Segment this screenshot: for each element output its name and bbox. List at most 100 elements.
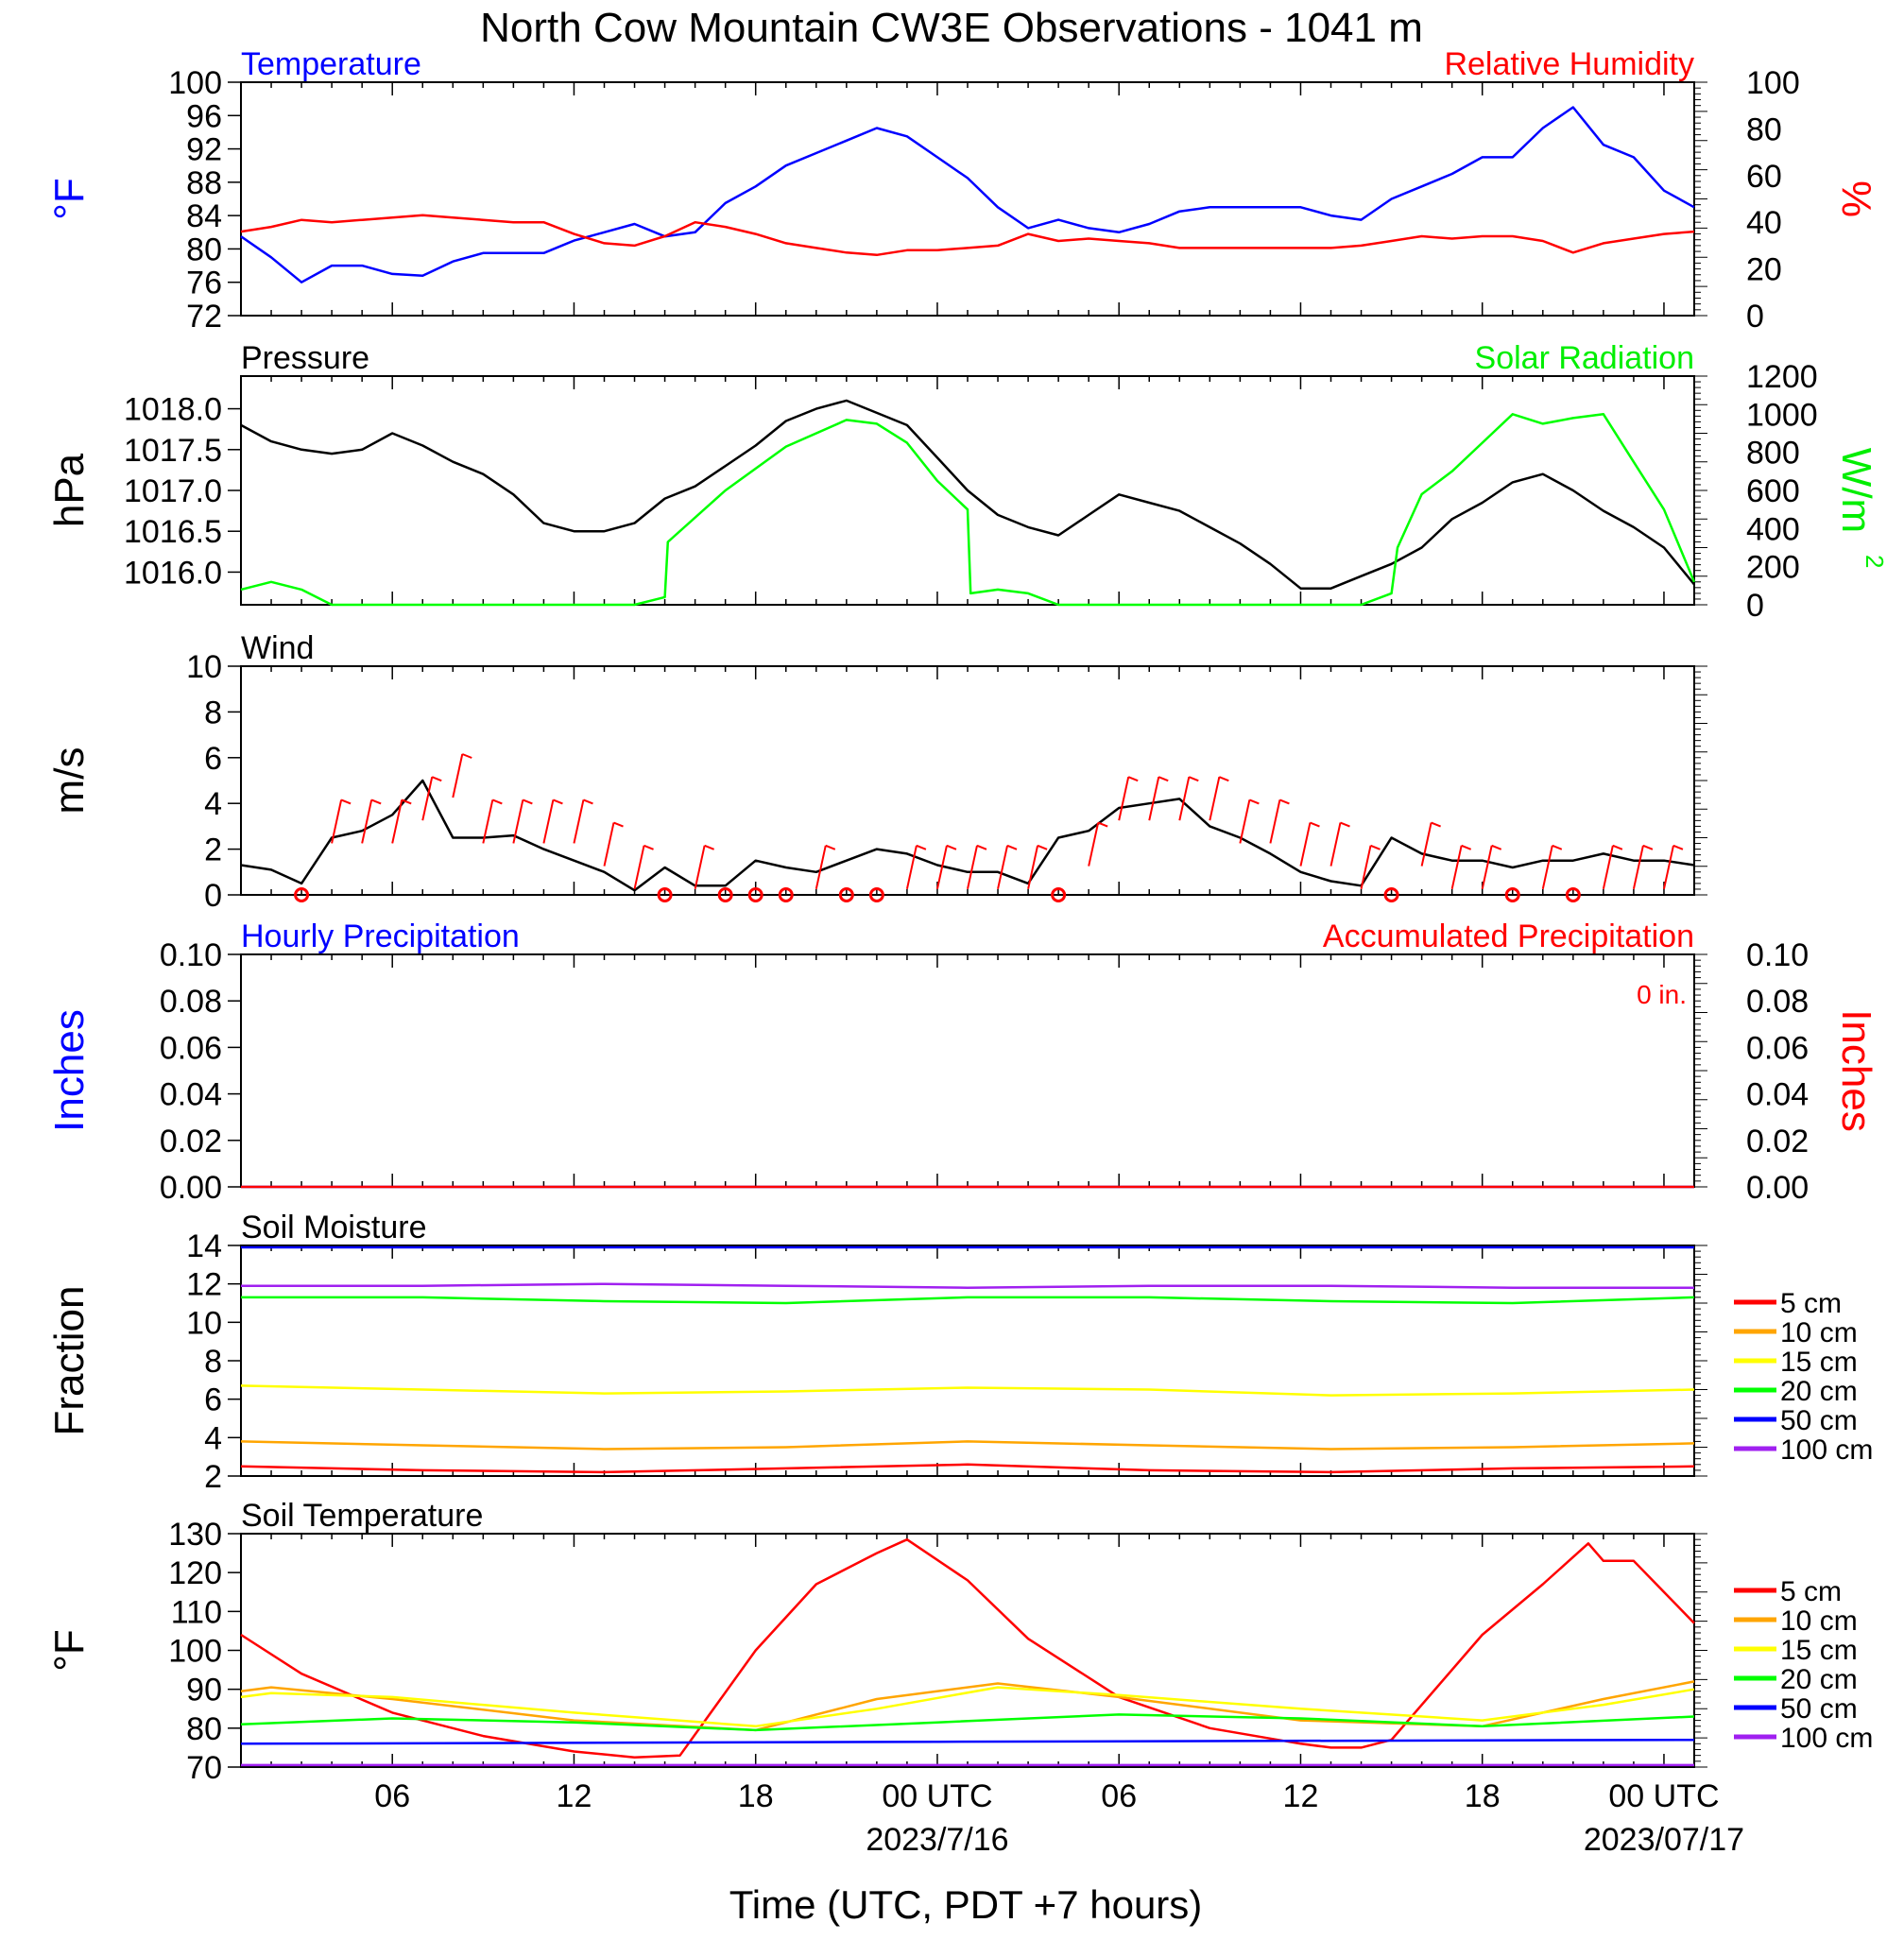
wind-barb-flag	[553, 798, 563, 805]
legend-label: 20 cm	[1780, 1664, 1858, 1695]
wind-barb	[967, 845, 978, 890]
panel-title-left: Pressure	[241, 340, 369, 376]
legend-label: 15 cm	[1780, 1635, 1858, 1666]
y-tick-label: 10	[186, 649, 222, 685]
y2-tick-label: 1200	[1746, 359, 1818, 395]
y-tick-label: 100	[168, 65, 222, 101]
y-tick-label: 80	[186, 232, 222, 267]
wind-barb-flag	[370, 798, 382, 805]
panel-pressure_solar: 1018.0 1017.5 1017.0 1016.5 1016.0 1200100080…	[46, 340, 1889, 624]
y-tick-label: 90	[186, 1673, 222, 1708]
wind-barb	[421, 776, 434, 821]
calm-wind-marker	[1504, 887, 1520, 902]
legend-label: 5 cm	[1780, 1288, 1842, 1319]
panel-title-left: Soil Moisture	[241, 1210, 427, 1245]
y-axis-label: hPa	[46, 453, 93, 527]
y2-tick-label: 100	[1746, 65, 1800, 101]
series-line-50-cm	[240, 1738, 1695, 1745]
y-tick-label: 120	[168, 1555, 222, 1591]
wind-barb	[1541, 845, 1553, 890]
wind-barb-flag	[1370, 844, 1381, 850]
wind-barb	[1178, 776, 1191, 821]
wind-barb	[542, 799, 555, 844]
y-tick-label: 84	[186, 198, 222, 234]
y2-tick-label: 0.10	[1746, 937, 1809, 973]
legend-label: 15 cm	[1780, 1347, 1858, 1378]
wind-barb-flag	[1127, 776, 1139, 782]
series-line-temperature	[240, 106, 1695, 283]
legend-label: 20 cm	[1780, 1376, 1858, 1407]
x-tick-label: 18	[1465, 1778, 1501, 1814]
y2-tick-label: 0.00	[1746, 1170, 1809, 1206]
y2-tick-label: 0.04	[1746, 1077, 1809, 1113]
wind-barb	[1239, 799, 1251, 844]
wind-barb	[815, 845, 827, 890]
wind-barb-flag	[491, 798, 503, 805]
wind-barb	[1360, 845, 1372, 890]
y2-axis-label-superscript: 2	[1861, 555, 1889, 568]
wind-barb-flag	[704, 844, 714, 850]
wind-barb-flag	[946, 844, 957, 850]
x-tick-label: 06	[374, 1778, 410, 1814]
wind-barb-flag	[1310, 821, 1320, 828]
panel-precipitation: 0.10 0.08 0.06 0.04 0.02 0.00 0.10 0.08 0.06 0.04…	[46, 918, 1879, 1206]
wind-barb-flag	[1158, 776, 1169, 782]
panel-title-left: Soil Temperature	[241, 1498, 483, 1534]
y-tick-label: 70	[186, 1750, 222, 1786]
wind-barb	[1027, 845, 1039, 890]
wind-barb-flag	[431, 776, 442, 782]
y-tick-label: 14	[186, 1228, 222, 1264]
plot-frame	[240, 81, 1695, 317]
wind-barb-flag	[1642, 844, 1654, 850]
y-tick-label: 4	[204, 786, 222, 822]
series-line-solar-radiation	[240, 413, 1696, 607]
wind-barb-flag	[1037, 844, 1048, 850]
wind-barb-flag	[1431, 821, 1441, 828]
wind-barb-flag	[825, 844, 836, 850]
calm-wind-marker	[778, 887, 794, 902]
y2-tick-label: 0.02	[1746, 1124, 1809, 1159]
series-line-20-cm	[241, 1296, 1695, 1305]
plot-frame	[240, 953, 1695, 1188]
y-tick-label: 0.10	[160, 937, 222, 973]
series-line-5-cm	[240, 1463, 1695, 1474]
panel-title-right: Accumulated Precipitation	[1323, 918, 1694, 954]
y-tick-label: 88	[186, 165, 222, 201]
wind-barb-flag	[643, 844, 654, 850]
wind-barb	[1632, 845, 1644, 890]
x-tick-label: 00 UTC	[1608, 1778, 1719, 1814]
wind-barb	[1450, 845, 1463, 890]
y-tick-label: 6	[204, 741, 222, 777]
wind-barb-flag	[613, 821, 624, 828]
y-tick-label: 1017.5	[124, 433, 222, 469]
wind-barb	[905, 845, 918, 890]
panel-title-left: Wind	[241, 630, 314, 666]
wind-barb	[997, 845, 1009, 890]
y-tick-label: 1017.0	[124, 473, 222, 509]
wind-barb-flag	[1340, 821, 1350, 828]
series-line-10-cm	[240, 1440, 1695, 1451]
wind-barb	[391, 799, 403, 844]
panel-wind: 10 8 6 4 2 0 Wind m/s	[46, 630, 1707, 914]
wind-barb-flag	[583, 798, 593, 805]
y2-tick-label: 200	[1746, 550, 1800, 586]
x-date-label: 2023/07/17	[1584, 1822, 1744, 1858]
y-tick-label: 1018.0	[124, 392, 222, 428]
calm-wind-marker	[717, 887, 733, 902]
y2-tick-label: 40	[1746, 205, 1782, 241]
wind-barb-flag	[1249, 798, 1260, 805]
wind-barbs	[294, 753, 1684, 902]
wind-barb	[603, 822, 615, 867]
series-line-20-cm	[240, 1713, 1695, 1732]
legend-label: 10 cm	[1780, 1317, 1858, 1348]
calm-wind-marker	[868, 887, 884, 902]
wind-barb	[694, 845, 706, 890]
y-axis-label: Inches	[46, 1009, 93, 1132]
wind-barb	[1329, 822, 1342, 867]
y-tick-label: 1016.0	[124, 555, 222, 591]
wind-barb	[482, 799, 494, 844]
wind-barb-flag	[1491, 844, 1502, 850]
y-tick-label: 1016.5	[124, 514, 222, 550]
